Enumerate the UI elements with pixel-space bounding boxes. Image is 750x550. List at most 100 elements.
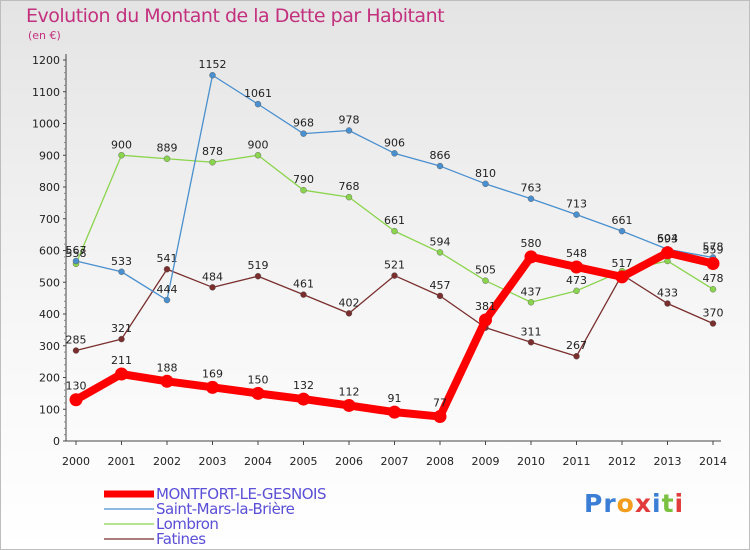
y-tick-label: 800 [39,181,60,194]
data-point [527,339,535,346]
data-label: 594 [430,235,451,248]
data-label: 484 [202,270,223,283]
data-point [115,367,128,381]
data-point [709,320,717,327]
logo-letter: o [616,489,635,518]
y-tick-label: 900 [39,149,60,162]
data-point [706,257,720,271]
data-label: 130 [66,380,87,393]
data-point [573,211,580,218]
data-label: 558 [66,247,87,260]
data-label: 1061 [244,87,272,100]
data-label: 900 [111,138,132,151]
y-tick-label: 1100 [32,86,60,99]
data-label: 169 [202,367,223,380]
data-point [709,286,717,293]
data-label: 457 [430,279,451,292]
logo-letter: x [634,489,652,518]
data-point [300,186,307,194]
x-tick-label: 2008 [426,455,454,468]
data-label: 437 [521,285,542,298]
y-tick-label: 1200 [32,54,60,67]
data-label: 968 [293,117,314,130]
data-point [160,374,174,388]
data-label: 604 [657,232,678,245]
legend-item-label: Fatines [156,530,206,548]
data-point [345,310,353,317]
data-point [391,227,398,235]
data-point [118,335,125,343]
data-label: 77 [433,397,447,410]
y-tick-label: 700 [39,213,60,226]
logo-letter: t [661,489,675,518]
data-label: 1152 [199,58,227,71]
data-point [209,72,216,79]
data-label: 150 [248,373,269,386]
x-tick-label: 2010 [517,455,545,468]
data-point [618,227,626,235]
data-point [209,159,216,166]
x-tick-label: 2013 [654,455,682,468]
data-point [661,246,674,260]
data-point [69,393,83,407]
data-label: 381 [475,300,496,313]
y-tick-label: 0 [53,435,60,448]
data-point [433,410,447,424]
data-label: 188 [157,361,178,374]
chart-title: Evolution du Montant de la Dette par Hab… [26,5,445,27]
data-label: 810 [475,167,496,180]
data-point [436,249,444,256]
data-point [573,353,580,360]
data-label: 267 [566,339,587,352]
data-label: 548 [566,247,587,260]
data-label: 661 [612,214,633,227]
data-label: 517 [612,257,633,270]
data-point [118,152,125,159]
data-point [479,313,492,327]
data-point [118,268,125,275]
data-point [573,287,580,295]
data-point [482,277,489,284]
data-point [570,260,583,274]
data-label: 478 [703,272,724,285]
logo-letter: P [584,489,604,518]
data-label: 533 [111,255,132,268]
data-point [482,180,489,188]
data-label: 211 [111,354,132,367]
data-point [345,193,353,201]
data-label: 285 [66,334,87,347]
data-point [251,386,265,400]
data-label: 433 [657,287,678,300]
data-point [163,155,171,162]
x-tick-label: 2000 [62,455,90,468]
y-tick-label: 500 [39,276,60,289]
data-point [300,291,307,298]
data-label: 768 [339,180,360,193]
data-label: 444 [157,283,178,296]
data-label: 889 [157,142,178,155]
data-label: 878 [202,145,223,158]
data-point [163,296,171,304]
data-label: 906 [384,136,405,149]
data-point [254,273,262,280]
data-label: 519 [248,259,269,272]
data-label: 311 [521,325,542,338]
data-point [436,292,444,300]
data-point [254,100,262,108]
y-tick-label: 1000 [32,118,60,131]
data-point [72,257,80,265]
x-tick-label: 2005 [290,455,318,468]
data-label: 112 [339,385,360,398]
data-label: 521 [384,259,405,272]
logo-letter: i [652,489,662,518]
x-tick-label: 2006 [335,455,363,468]
logo-letter: i [674,489,685,518]
y-tick-label: 200 [39,372,60,385]
data-point [254,152,262,159]
data-point [527,299,535,306]
proxiti-logo: Proxiti [584,489,684,518]
data-label: 866 [430,149,451,162]
x-tick-label: 2001 [108,455,136,468]
logo-letter: r [603,489,617,518]
